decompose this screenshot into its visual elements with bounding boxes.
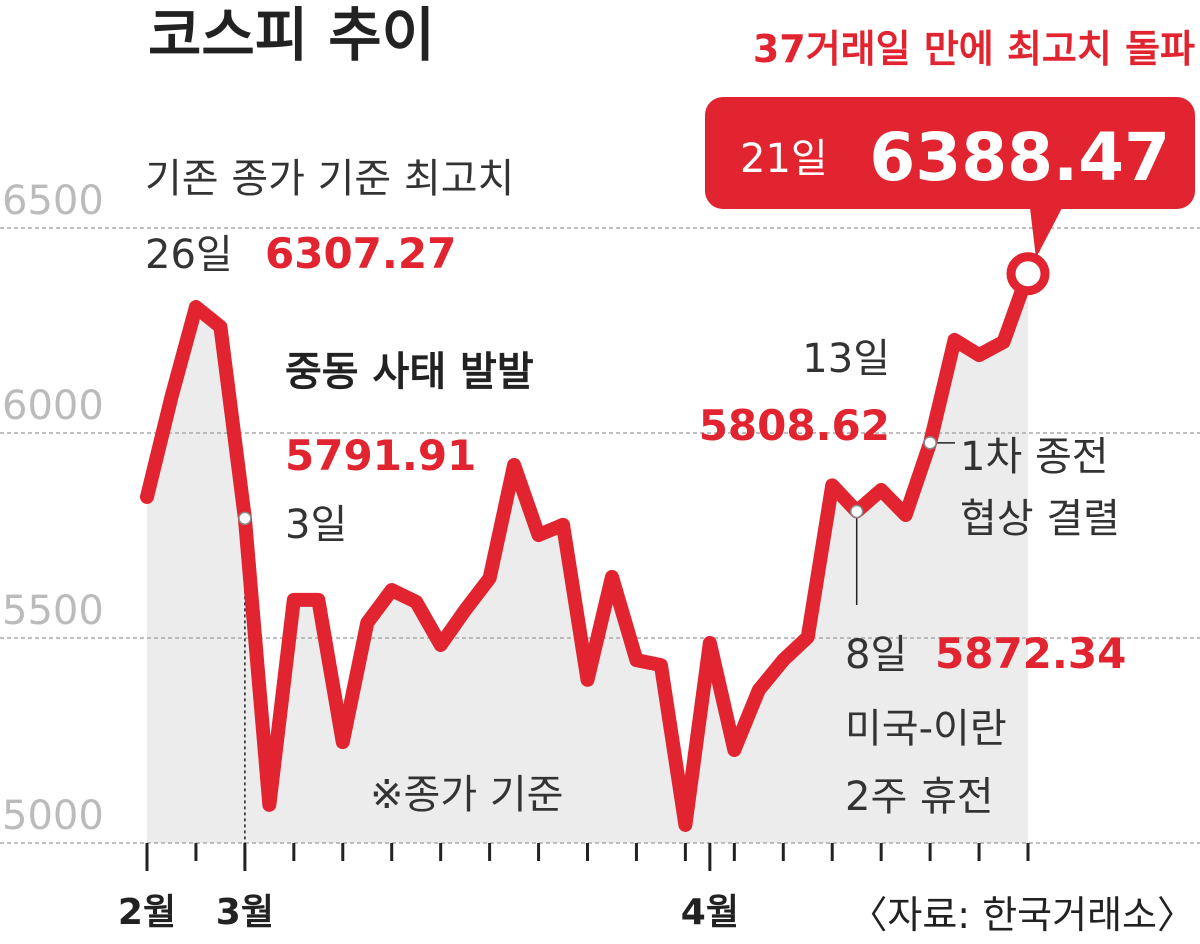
annotation: 26일 — [145, 232, 233, 278]
chart-subtitle: 37거래일 만에 최고치 돌파 — [753, 27, 1195, 71]
chart-title: 코스피 추이 — [148, 1, 435, 69]
annotation-value: 5808.62 — [699, 401, 890, 450]
note: ※종가 기준 — [370, 772, 563, 818]
annotation: 1차 종전 — [960, 434, 1109, 480]
y-tick-label: 5000 — [2, 793, 104, 839]
plot-area: 5000 5500 6000 6500 2월 3월 4월 — [0, 178, 1200, 933]
annotation-value: 5791.91 — [285, 431, 476, 480]
annotation-value: 6307.27 — [265, 229, 456, 278]
annotation: 2주 휴전 — [845, 774, 994, 820]
point — [1006, 252, 1050, 296]
annotation-value: 5872.34 — [935, 629, 1126, 678]
annotation: 3일 — [285, 502, 347, 548]
callout-value: 6388.47 — [869, 119, 1170, 196]
callout-box — [705, 97, 1195, 209]
source: 〈자료: 한국거래소〉 — [849, 893, 1195, 937]
x-tick-label: 4월 — [681, 892, 739, 933]
y-tick-label: 6000 — [2, 383, 104, 429]
annotation: 중동 사태 발발 — [285, 349, 534, 395]
callout-day: 21일 — [740, 136, 828, 182]
annotation: 13일 — [802, 336, 890, 382]
line — [140, 266, 1035, 832]
y-tick-label: 6500 — [2, 178, 104, 224]
annotation: 8일 — [845, 632, 907, 678]
annotation: 기존 종가 기준 최고치 — [145, 156, 514, 202]
point — [923, 436, 937, 450]
area — [147, 273, 1028, 843]
y-tick-label: 5500 — [2, 588, 104, 634]
x-tick-label: 3월 — [216, 892, 274, 933]
point — [238, 511, 252, 526]
annotation: 미국-이란 — [845, 706, 1007, 752]
annotation: 협상 결렬 — [960, 496, 1120, 542]
callout-pointer — [1030, 208, 1062, 258]
x-tick-label: 2월 — [118, 892, 176, 933]
point — [849, 504, 864, 519]
